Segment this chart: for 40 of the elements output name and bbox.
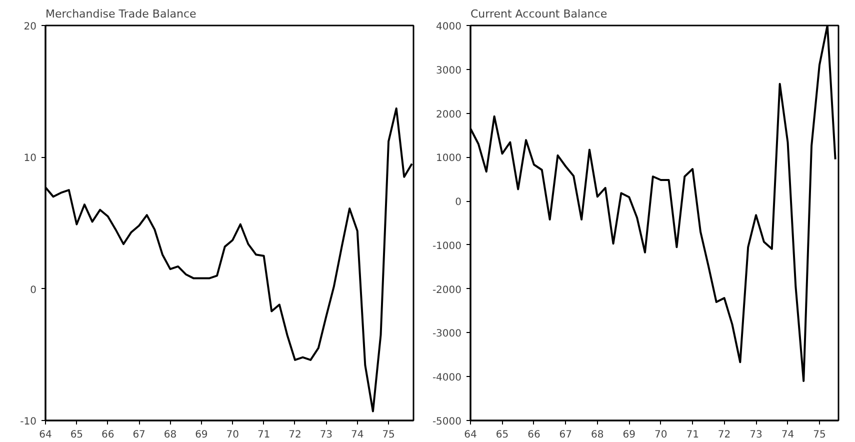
y-tick-label: 0 bbox=[455, 197, 462, 208]
x-tick-label: 64 bbox=[464, 430, 477, 440]
y-tick-label: 20 bbox=[24, 22, 37, 32]
x-tick-label: 73 bbox=[750, 430, 762, 440]
x-tick-label: 71 bbox=[686, 430, 699, 440]
x-tick-label: 69 bbox=[622, 430, 636, 440]
y-tick-label: 3000 bbox=[436, 65, 462, 76]
x-tick-label: 67 bbox=[132, 430, 146, 440]
x-tick-label: 66 bbox=[102, 430, 114, 440]
chart-title: Merchandise Trade Balance bbox=[46, 8, 197, 20]
x-tick-label: 72 bbox=[718, 430, 731, 440]
y-tick-label: -3000 bbox=[432, 328, 462, 340]
y-tick-label: 0 bbox=[30, 284, 37, 296]
x-tick-label: 67 bbox=[559, 430, 572, 440]
x-tick-label: 74 bbox=[351, 430, 364, 440]
x-tick-label: 68 bbox=[164, 430, 177, 440]
y-tick-label: 4000 bbox=[436, 22, 462, 32]
y-tick-label: -5000 bbox=[432, 416, 462, 428]
x-tick-label: 74 bbox=[781, 430, 794, 440]
y-tick-label: -1000 bbox=[432, 240, 462, 252]
x-tick-label: 71 bbox=[257, 430, 270, 440]
x-tick-label: 69 bbox=[195, 430, 208, 440]
chart-title: Current Account Balance bbox=[470, 8, 608, 20]
x-tick-label: 66 bbox=[528, 430, 540, 440]
y-tick-label: 2000 bbox=[436, 109, 462, 120]
y-tick-label: -10 bbox=[20, 416, 37, 428]
x-tick-label: 70 bbox=[226, 430, 239, 440]
x-tick-label: 75 bbox=[813, 430, 826, 440]
x-tick-label: 68 bbox=[591, 430, 604, 440]
x-tick-label: 65 bbox=[496, 430, 509, 440]
x-tick-label: 70 bbox=[654, 430, 668, 440]
x-tick-label: 64 bbox=[39, 430, 52, 440]
y-tick-label: -2000 bbox=[432, 284, 462, 296]
y-tick-label: -4000 bbox=[432, 372, 462, 384]
x-tick-label: 75 bbox=[382, 430, 395, 440]
x-tick-label: 73 bbox=[320, 430, 333, 440]
y-tick-label: 1000 bbox=[436, 153, 462, 164]
x-tick-label: 65 bbox=[70, 430, 84, 440]
x-tick-label: 72 bbox=[288, 430, 302, 440]
y-tick-label: 10 bbox=[24, 153, 37, 164]
